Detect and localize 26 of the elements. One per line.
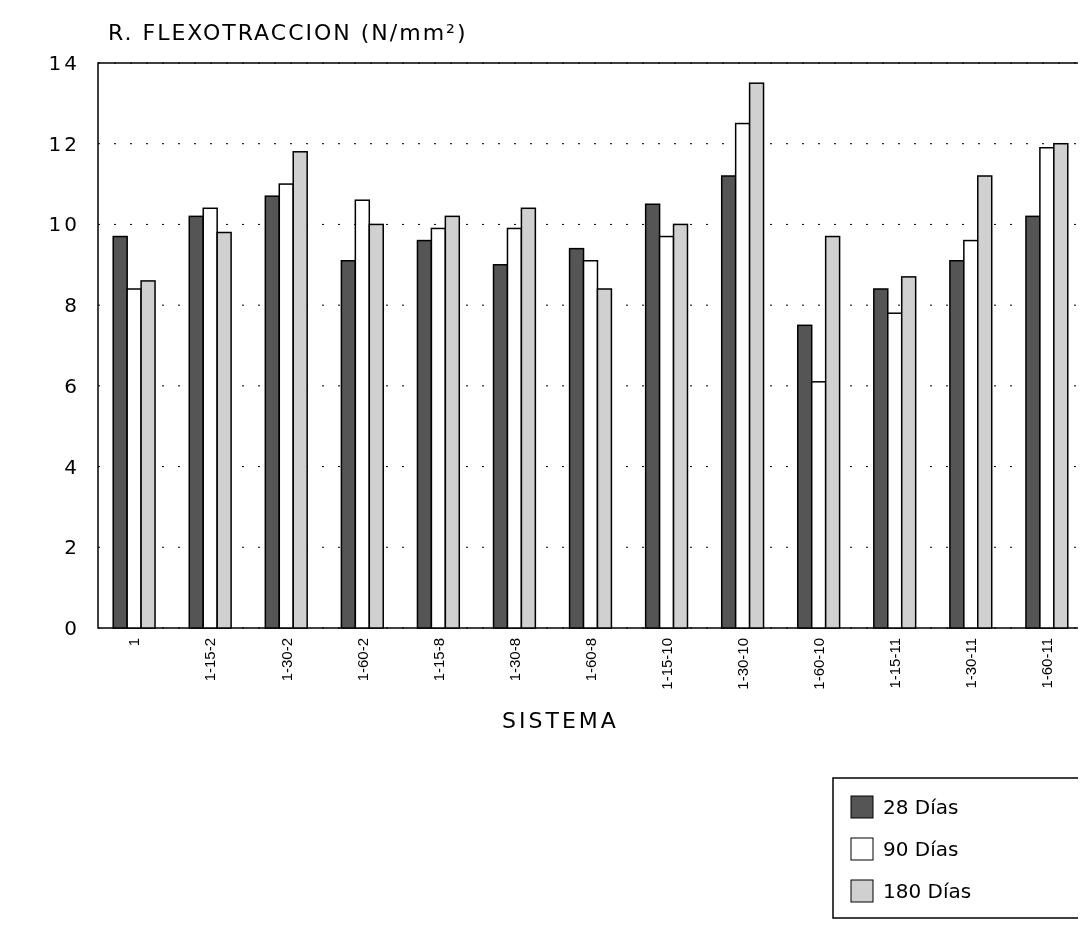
x-tick-label: 1: [125, 638, 143, 647]
x-tick-label: 1-60-11: [1038, 638, 1056, 689]
y-tick-label: 14: [48, 51, 80, 75]
y-tick-label: 12: [48, 131, 80, 156]
y-tick-label: 10: [48, 212, 80, 237]
y-tick-label: 2: [64, 535, 80, 560]
x-tick-label: 1-60-2: [353, 638, 371, 682]
y-tick-label: 6: [64, 373, 80, 398]
x-tick-label: 1-15-2: [201, 638, 219, 682]
x-tick-label: 1-15-11: [886, 638, 903, 689]
x-tick-label: 1-15-8: [429, 638, 447, 682]
x-tick-label: 1-60-8: [581, 638, 599, 682]
chart-title: R. FLEXOTRACCION (N/mm²): [108, 20, 468, 45]
legend-label: 90 Días: [883, 837, 959, 861]
x-tick-label: 1-30-2: [277, 638, 295, 682]
y-tick-label: 4: [64, 454, 80, 479]
y-tick-label: 0: [64, 616, 80, 640]
x-tick-label: 1-60-10: [809, 638, 827, 690]
x-tick-label: 1-30-10: [733, 638, 751, 690]
legend-label: 28 Días: [883, 795, 959, 819]
y-tick-label: 8: [64, 293, 80, 318]
legend-label: 180 Días: [883, 879, 972, 903]
x-tick-label: 1-30-8: [505, 638, 523, 682]
x-tick-label: 1-15-10: [657, 638, 675, 690]
x-tick-label: 1-30-11: [962, 638, 980, 689]
x-axis-title: SISTEMA: [502, 708, 619, 733]
